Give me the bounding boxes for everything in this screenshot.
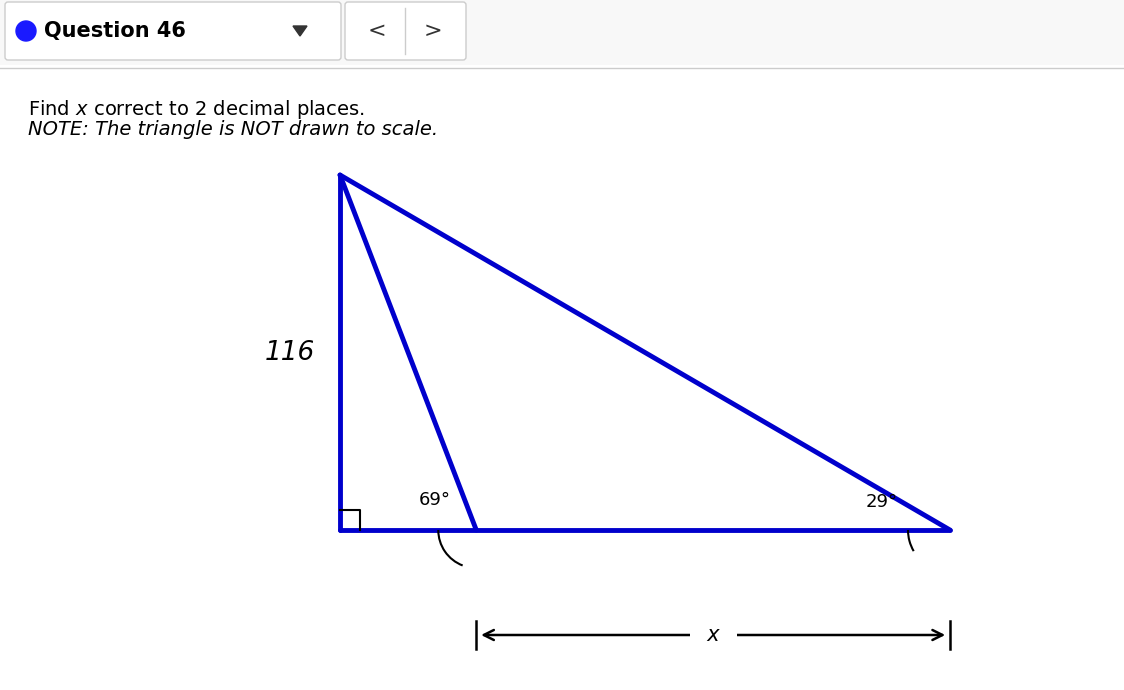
FancyBboxPatch shape [345, 2, 466, 60]
Text: 29°: 29° [865, 493, 898, 511]
Text: >: > [424, 21, 443, 41]
FancyBboxPatch shape [4, 2, 341, 60]
Text: Find $x$ correct to 2 decimal places.: Find $x$ correct to 2 decimal places. [28, 98, 365, 121]
Text: Question 46: Question 46 [44, 21, 185, 41]
Polygon shape [293, 26, 307, 36]
Text: x: x [694, 625, 733, 645]
Text: 69°: 69° [418, 491, 451, 509]
Text: NOTE: The triangle is NOT drawn to scale.: NOTE: The triangle is NOT drawn to scale… [28, 120, 438, 139]
Bar [0, 0, 1124, 65]
Text: 116: 116 [265, 339, 315, 366]
Text: <: < [368, 21, 387, 41]
Circle shape [16, 21, 36, 41]
